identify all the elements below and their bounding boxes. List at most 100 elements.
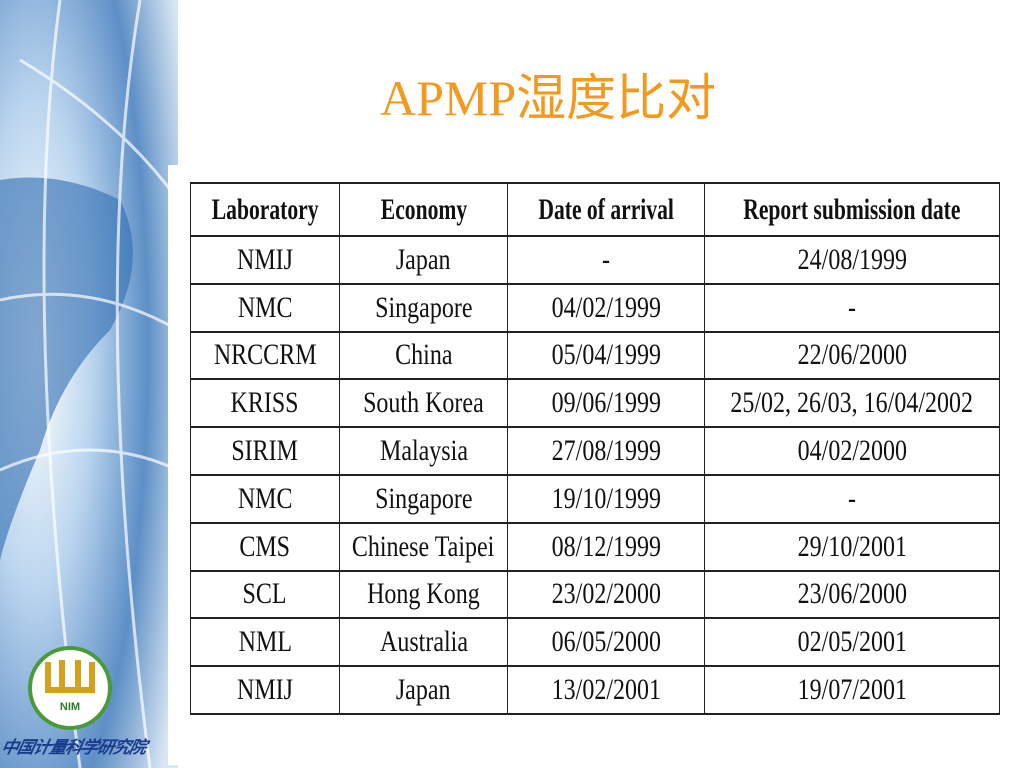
table-cell: NMC bbox=[190, 284, 340, 331]
table-cell: 22/06/2000 bbox=[705, 332, 1000, 379]
cell-text: 22/06/2000 bbox=[797, 338, 907, 372]
cell-text: Japan bbox=[396, 242, 451, 276]
cell-text: Malaysia bbox=[379, 434, 468, 468]
table-cell: Chinese Taipei bbox=[340, 523, 508, 570]
header-cell: Economy bbox=[340, 184, 508, 235]
table-cell: 04/02/1999 bbox=[508, 284, 705, 331]
table-cell: 05/04/1999 bbox=[508, 332, 705, 379]
table-cell: Australia bbox=[340, 619, 508, 666]
table-cell: 24/08/1999 bbox=[705, 237, 1000, 283]
cell-text: 23/06/2000 bbox=[797, 577, 907, 611]
cell-text: Singapore bbox=[374, 290, 473, 324]
cell-text: China bbox=[394, 338, 453, 372]
table-row: NMIJ Japan 13/02/2001 19/07/2001 bbox=[190, 667, 1000, 715]
table-cell: 27/08/1999 bbox=[508, 428, 705, 474]
cell-text: 25/02, 26/03, 16/04/2002 bbox=[730, 386, 974, 420]
cell-text: CMS bbox=[239, 529, 291, 563]
table-row: SCL Hong Kong 23/02/2000 23/06/2000 bbox=[190, 571, 1000, 620]
table-cell: SIRIM bbox=[190, 428, 340, 474]
cell-text: NML bbox=[238, 625, 292, 659]
table-row: CMS Chinese Taipei 08/12/1999 29/10/2001 bbox=[190, 523, 1000, 572]
cell-text: 19/10/1999 bbox=[551, 481, 661, 515]
table-row: SIRIM Malaysia 27/08/1999 04/02/2000 bbox=[190, 428, 1000, 476]
cell-text: South Korea bbox=[363, 386, 484, 420]
table-cell: Japan bbox=[340, 667, 508, 713]
cell-text: Hong Kong bbox=[367, 577, 480, 611]
cell-text: 29/10/2001 bbox=[797, 529, 907, 563]
table-row: NMC Singapore 19/10/1999 - bbox=[190, 476, 1000, 524]
cell-text: Date of arrival bbox=[538, 192, 674, 226]
cell-text: 04/02/2000 bbox=[797, 434, 907, 468]
cell-text: NMC bbox=[237, 481, 293, 515]
table-cell: 19/07/2001 bbox=[705, 667, 1000, 713]
cell-text: 23/02/2000 bbox=[551, 577, 661, 611]
table-cell: Malaysia bbox=[340, 428, 508, 474]
cell-text: Australia bbox=[379, 625, 468, 659]
table-cell: 25/02, 26/03, 16/04/2002 bbox=[705, 380, 1000, 427]
table-cell: Singapore bbox=[340, 476, 508, 522]
header-cell: Date of arrival bbox=[508, 184, 705, 235]
cell-text: 05/04/1999 bbox=[551, 338, 661, 372]
table-cell: CMS bbox=[190, 523, 340, 570]
table-cell: 23/06/2000 bbox=[705, 571, 1000, 618]
logo-mark: NIM bbox=[60, 701, 80, 713]
cell-text: 19/07/2001 bbox=[797, 673, 907, 707]
table-cell: NMIJ bbox=[190, 667, 340, 713]
logo-caption: 中国计量科学研究院 bbox=[0, 738, 148, 757]
cell-text: 09/06/1999 bbox=[551, 386, 661, 420]
table-cell: NMC bbox=[190, 476, 340, 522]
table-cell: South Korea bbox=[340, 380, 508, 427]
table-cell: Hong Kong bbox=[340, 571, 508, 618]
table-row: KRISS South Korea 09/06/1999 25/02, 26/03, … bbox=[190, 380, 1000, 429]
table-cell: Singapore bbox=[340, 284, 508, 331]
cell-text: Economy bbox=[380, 192, 467, 226]
cell-text: SIRIM bbox=[231, 434, 299, 468]
table-cell: - bbox=[705, 284, 1000, 331]
slide-title: APMP湿度比对 bbox=[380, 70, 717, 126]
cell-text: KRISS bbox=[230, 386, 300, 420]
cell-text: NMIJ bbox=[236, 242, 293, 276]
cell-text: Laboratory bbox=[211, 192, 319, 226]
table-cell: 06/05/2000 bbox=[508, 619, 705, 666]
table-cell: SCL bbox=[190, 571, 340, 618]
cell-text: NMC bbox=[237, 290, 293, 324]
cell-text: 02/05/2001 bbox=[797, 625, 907, 659]
header-cell: Report submission date bbox=[705, 184, 1000, 235]
table-row: NMC Singapore 04/02/1999 - bbox=[190, 284, 1000, 333]
table-row: NRCCRM China 05/04/1999 22/06/2000 bbox=[190, 332, 1000, 381]
cell-text: Singapore bbox=[374, 481, 473, 515]
table-cell: 09/06/1999 bbox=[508, 380, 705, 427]
table-cell: 02/05/2001 bbox=[705, 619, 1000, 666]
table-cell: - bbox=[705, 476, 1000, 522]
globe-decoration: NIM bbox=[0, 0, 185, 768]
header-row: Laboratory Economy Date of arrival Report s… bbox=[190, 182, 1000, 237]
cell-text: NRCCRM bbox=[213, 338, 317, 372]
table-cell: NML bbox=[190, 619, 340, 666]
table-cell: 23/02/2000 bbox=[508, 571, 705, 618]
cell-text: Report submission date bbox=[743, 192, 961, 226]
table-row: NMIJ Japan - 24/08/1999 bbox=[190, 237, 1000, 285]
table-cell: 08/12/1999 bbox=[508, 523, 705, 570]
table-cell: KRISS bbox=[190, 380, 340, 427]
table-cell: - bbox=[508, 237, 705, 283]
cell-text: - bbox=[848, 481, 856, 515]
cell-text: Japan bbox=[396, 673, 451, 707]
cell-text: - bbox=[848, 290, 856, 324]
table-cell: Japan bbox=[340, 237, 508, 283]
cell-text: 04/02/1999 bbox=[551, 290, 661, 324]
cell-text: NMIJ bbox=[236, 673, 293, 707]
cell-text: 24/08/1999 bbox=[797, 242, 907, 276]
table-cell: China bbox=[340, 332, 508, 379]
header-cell: Laboratory bbox=[190, 184, 340, 235]
cell-text: - bbox=[602, 242, 610, 276]
cell-text: SCL bbox=[242, 577, 288, 611]
cell-text: 27/08/1999 bbox=[551, 434, 661, 468]
cell-text: Chinese Taipei bbox=[352, 529, 495, 563]
table-cell: 19/10/1999 bbox=[508, 476, 705, 522]
table-cell: NRCCRM bbox=[190, 332, 340, 379]
cell-text: 08/12/1999 bbox=[551, 529, 661, 563]
table-cell: 13/02/2001 bbox=[508, 667, 705, 713]
table-cell: NMIJ bbox=[190, 237, 340, 283]
cell-text: 06/05/2000 bbox=[551, 625, 661, 659]
